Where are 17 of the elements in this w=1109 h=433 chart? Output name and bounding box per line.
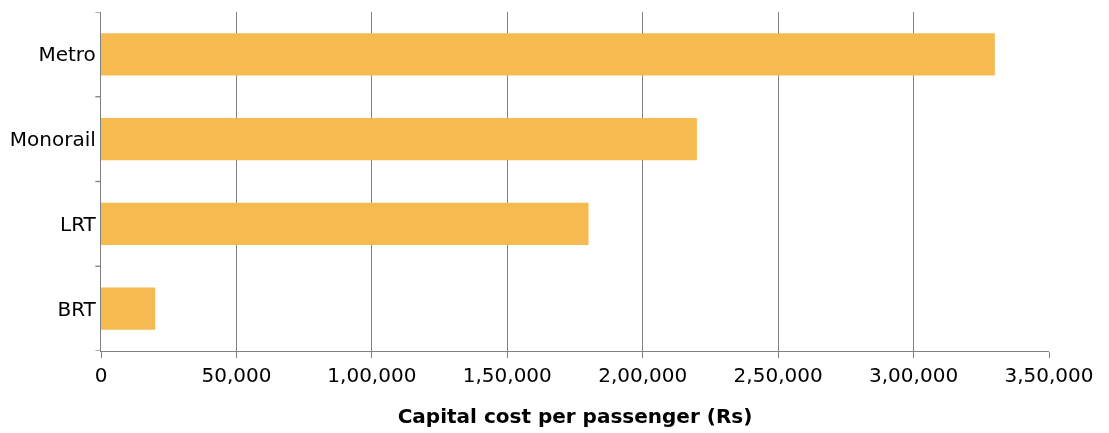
y-tick-label: BRT (57, 296, 97, 321)
x-tick-label: 1,50,000 (462, 363, 552, 388)
x-axis-title: Capital cost per passenger (Rs) (397, 403, 753, 428)
bar (101, 33, 995, 76)
x-tick-label: 2,50,000 (733, 363, 823, 388)
y-tick-label: Monorail (9, 127, 96, 152)
y-tick-label: Metro (38, 42, 96, 67)
y-tick-label: LRT (60, 211, 97, 236)
bar (101, 287, 156, 330)
x-tick-label: 3,00,000 (869, 363, 959, 388)
x-tick-label: 2,00,000 (598, 363, 688, 388)
bar (101, 202, 589, 246)
x-tick-label: 50,000 (201, 363, 272, 388)
x-tick-label: 1,00,000 (327, 363, 417, 388)
bar (101, 117, 697, 161)
x-tick-label: 0 (94, 363, 108, 388)
x-tick-label: 3,50,000 (1004, 363, 1094, 388)
